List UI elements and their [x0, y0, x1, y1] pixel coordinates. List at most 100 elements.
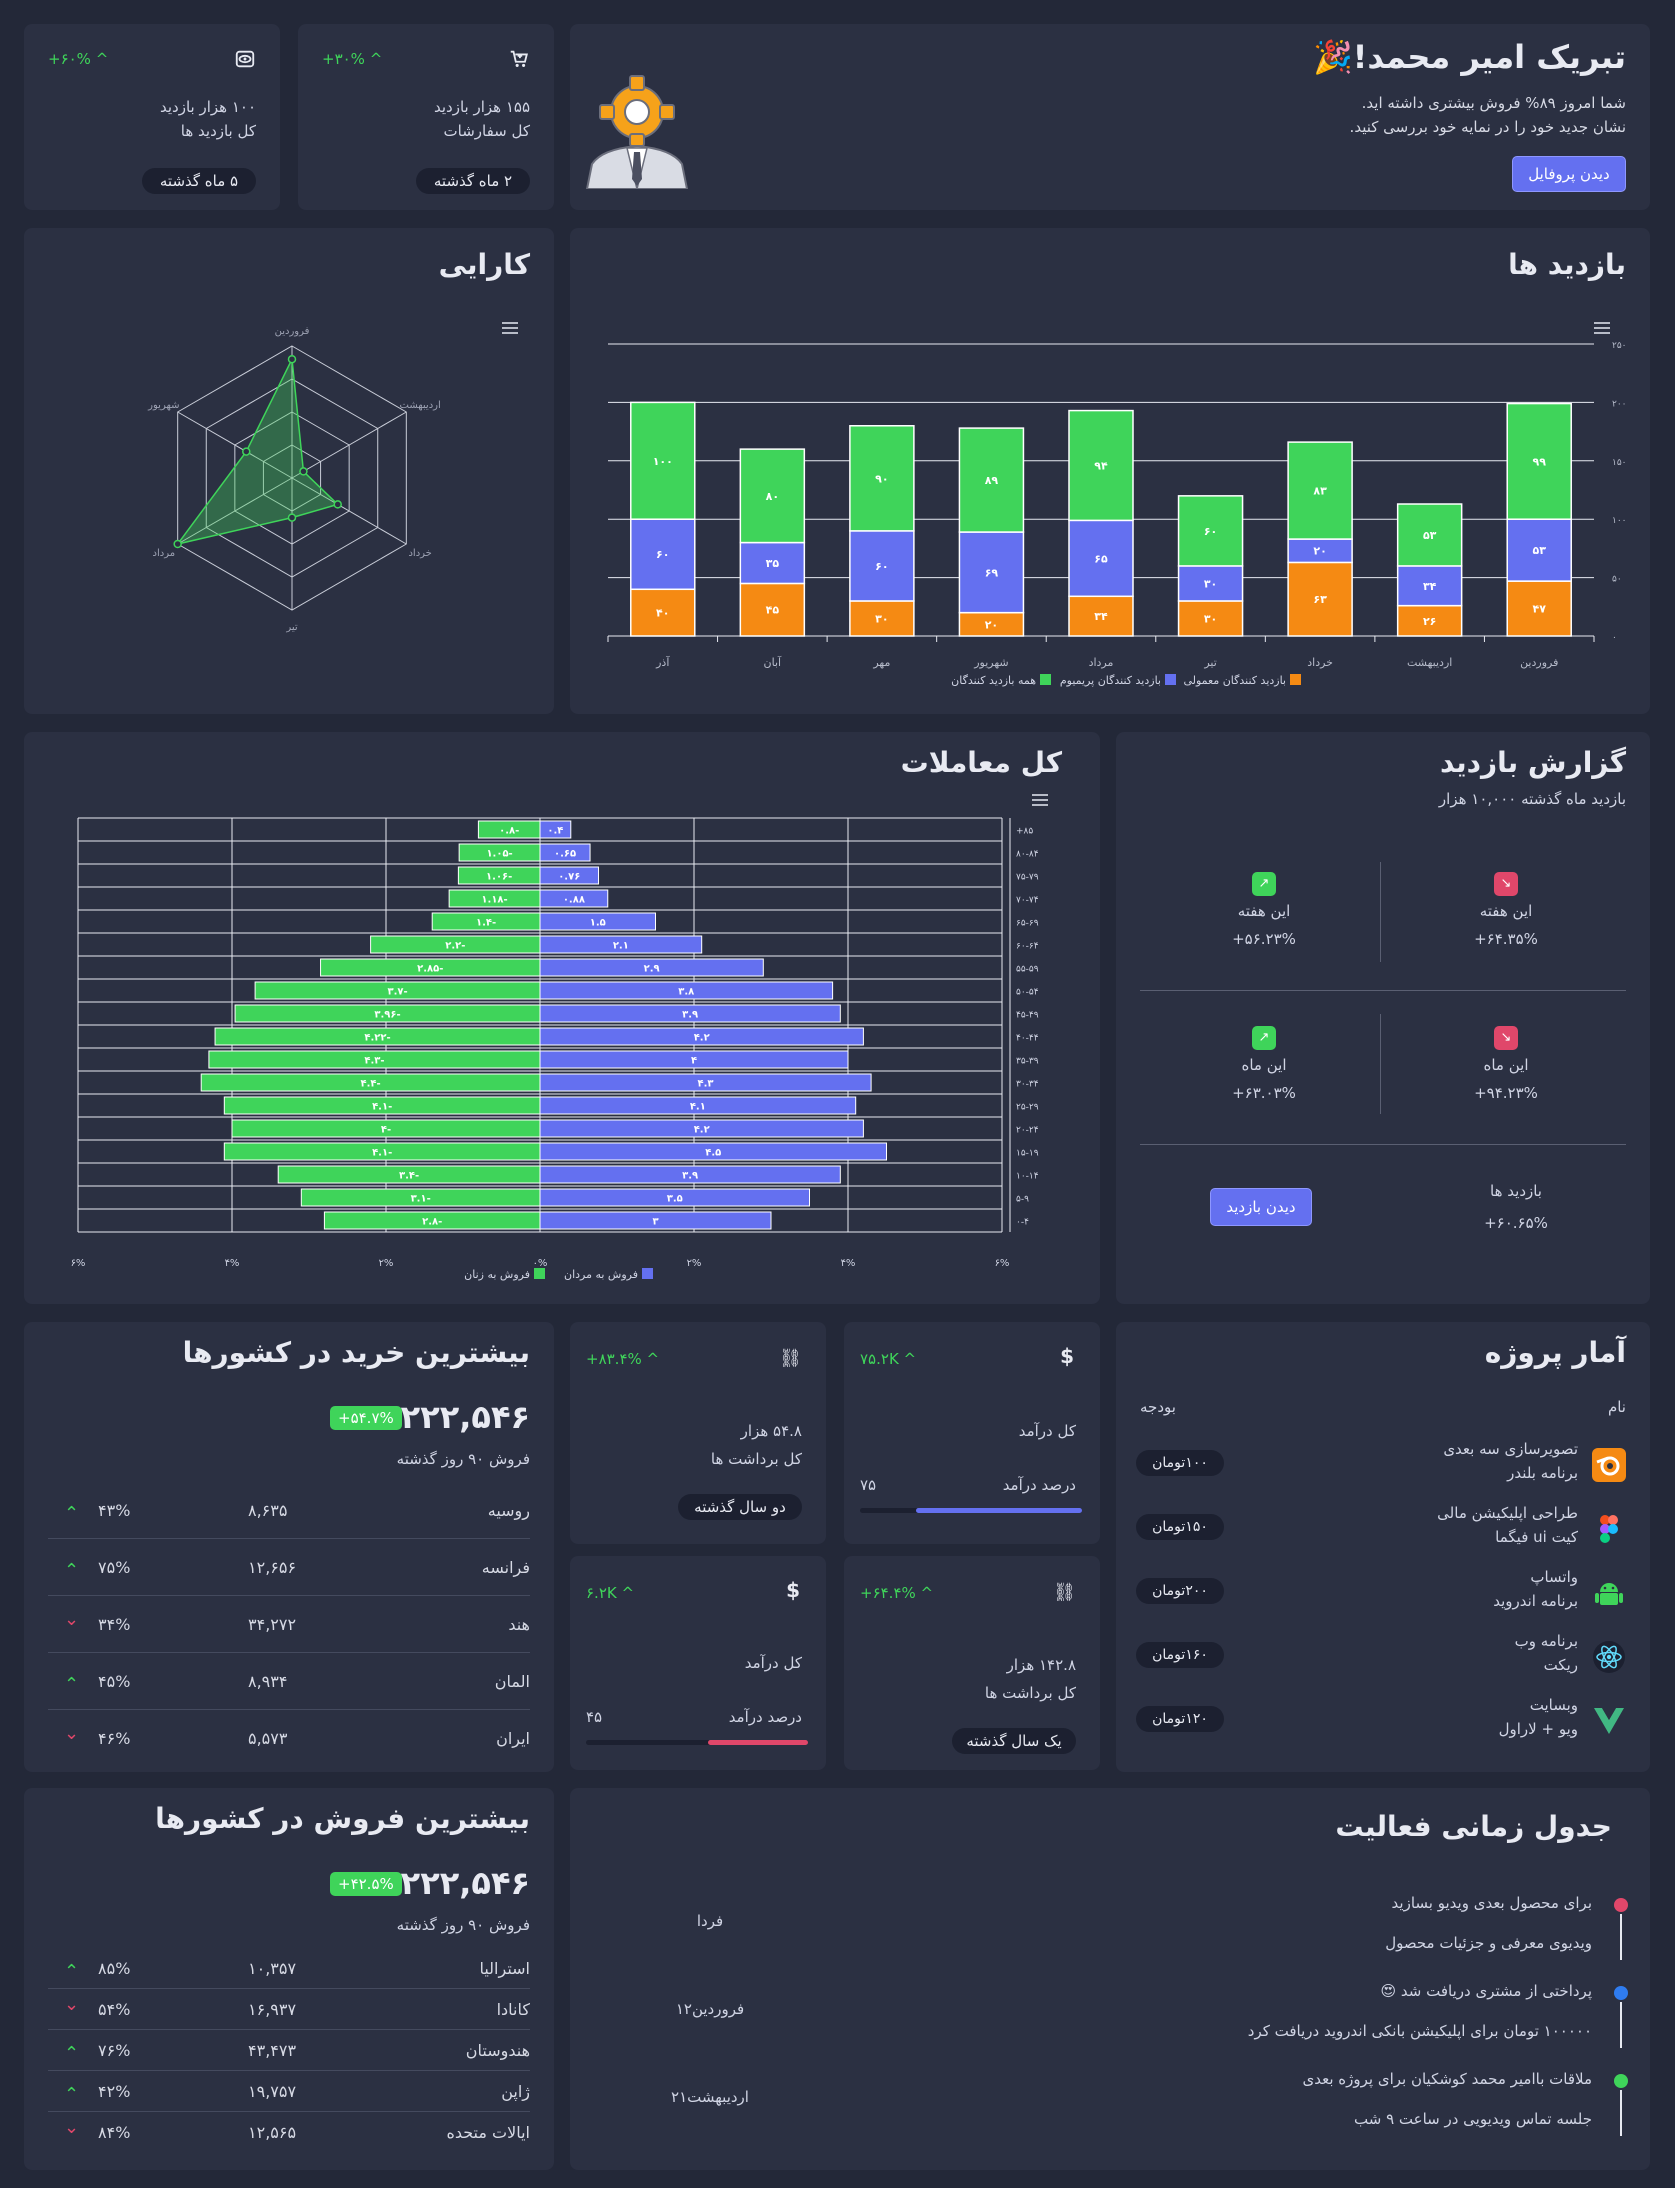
visits-bar-label: ۸۰	[766, 490, 779, 503]
visits-bar-segment	[849, 530, 915, 602]
trans-y-label: ۵۵-۵۹	[1016, 965, 1039, 975]
country-value: ۸,۶۳۵	[248, 1501, 288, 1520]
visits-menu-icon[interactable]	[1594, 322, 1610, 334]
visits-bar-label: ۵۳	[1423, 529, 1437, 542]
transactions-menu-icon[interactable]	[1032, 794, 1048, 806]
project-subtitle: کیت ui فیگما	[1495, 1528, 1578, 1546]
report-subtitle: بازدید ماه گذشته ۱۰,۰۰۰ هزار	[1438, 790, 1626, 808]
country-row: ایالات متحده ۱۲,۵۶۵ ۸۴% ⌄	[48, 2112, 530, 2153]
radar-category-label: مرداد	[153, 548, 176, 559]
stat-orders-label: کل سفارشات	[443, 122, 531, 140]
country-name: هند	[508, 1615, 530, 1634]
country-value: ۵,۵۷۳	[248, 1729, 288, 1748]
timeline-item-title: پرداختی از مشتری دریافت شد 😍	[1380, 1982, 1592, 2000]
country-value: ۴۳,۴۷۳	[248, 2041, 297, 2060]
trans-bar	[539, 843, 591, 862]
trans-x-tick: ۲%	[687, 1258, 702, 1269]
visits-legend-swatch	[1040, 674, 1051, 685]
country-percent: ۴۲%	[98, 2082, 131, 2101]
projects-col-budget: بودجه	[1140, 1398, 1176, 1416]
trans-bar-label: ۱.۴-	[476, 918, 496, 929]
activity-timeline-card: جدول زمانی فعالیت برای محصول بعدی ویدیو …	[570, 1788, 1650, 2170]
trans-y-label: +۸۵	[1016, 827, 1033, 837]
visits-x-label: فروردین	[1520, 656, 1558, 669]
visits-x-label: آذر	[655, 655, 670, 669]
trans-bar-label: ۴.۲	[694, 1125, 710, 1136]
trans-bar	[539, 889, 609, 908]
project-budget: ۲۰۰تومان	[1136, 1578, 1224, 1604]
view-visits-button[interactable]: دیدن بازدید	[1210, 1188, 1312, 1226]
welcome-title: تبریک امیر محمد!🎉	[1312, 38, 1626, 76]
trend-up-icon: ↗	[1252, 872, 1276, 896]
trans-bar-label: ۲.۹	[644, 964, 660, 975]
dollar-icon: $	[1060, 1344, 1074, 1368]
visits-bar-label: ۶۰	[1204, 525, 1217, 538]
project-budget: ۱۰۰تومان	[1136, 1450, 1224, 1476]
trans-bar-label: ۳.۴-	[399, 1171, 419, 1182]
country-percent: ۷۶%	[98, 2041, 131, 2060]
visits-y-tick: ۱۵۰	[1612, 458, 1627, 468]
view-profile-button[interactable]: دیدن پروفایل	[1512, 156, 1626, 192]
visits-bar-label: ۴۰	[656, 607, 669, 620]
stat-orders-change: +۳۰% ^	[322, 50, 383, 68]
visits-bar-segment	[1068, 595, 1134, 637]
visits-bar-segment	[1068, 409, 1134, 522]
visits-bar-segment	[1068, 519, 1134, 598]
trans-bar	[539, 1004, 841, 1023]
timeline-item-date: فردا	[696, 1912, 724, 1930]
projects-title: آمار پروژه	[1484, 1336, 1626, 1369]
visits-bar-segment	[1287, 561, 1353, 637]
trans-legend-label: فروش به مردان	[564, 1268, 638, 1281]
mini2-progress-track	[860, 1508, 1082, 1513]
trans-bar	[539, 1050, 849, 1069]
country-value: ۱۲,۵۶۵	[248, 2123, 297, 2142]
trans-y-label: ۷۰-۷۴	[1016, 896, 1039, 906]
mini3-sub: درصد درآمد	[728, 1708, 802, 1726]
country-row: استرالیا ۱۰,۳۵۷ ۸۵% ⌃	[48, 1948, 530, 1989]
figma-icon	[1592, 1512, 1626, 1546]
mini2-change: ۷۵.۲K ^	[860, 1350, 917, 1368]
visits-bar-segment	[630, 518, 696, 591]
buy-title: بیشترین خرید در کشورها	[182, 1336, 530, 1369]
visits-bar-label: ۶۰	[656, 548, 669, 561]
react-icon	[1592, 1640, 1626, 1674]
report-divider-h1	[1140, 990, 1626, 991]
trans-bar	[539, 1096, 857, 1115]
trans-bar	[539, 958, 764, 977]
mini3-progress-track	[586, 1740, 808, 1745]
visits-bar-label: ۶۹	[985, 566, 999, 579]
trans-x-tick: ۴%	[225, 1258, 240, 1269]
visits-x-label: خرداد	[1307, 656, 1333, 669]
timeline-title: جدول زمانی فعالیت	[1335, 1810, 1612, 1843]
trans-y-label: ۸۰-۸۴	[1016, 850, 1039, 860]
mini1-value: ۵۴.۸ هزار	[740, 1422, 802, 1440]
mini2-sub: درصد درآمد	[1002, 1476, 1076, 1494]
country-name: فرانسه	[481, 1558, 530, 1577]
performance-card: کارایی فروردین اردیبهشت خرداد تیر مرداد شهریو…	[24, 228, 554, 714]
radar-category-label: اردیبهشت	[400, 400, 441, 411]
trans-bar	[539, 912, 656, 931]
trans-y-label: ۳۰-۳۴	[1016, 1080, 1039, 1090]
trans-bar	[539, 1142, 887, 1161]
visits-bar-segment	[1177, 565, 1244, 602]
transactions-bar-chart: ۶% ۴% ۲% ۰% ۲% ۴% ۶% ۰.۸- ۰.۴ +۸۵ ۱.۰۵- ۰.۶۵ ۸۰-۸۴ ۱.…	[71, 817, 1039, 1281]
mini1-period: دو سال گذشته	[678, 1494, 802, 1520]
stat-card-orders: +۳۰% ^ ۱۵۵ هزار بازدید کل سفارشات ۲ ماه …	[298, 24, 554, 210]
performance-radar-chart: فروردین اردیبهشت خرداد تیر مرداد شهریور	[147, 326, 441, 633]
cart-icon	[508, 48, 530, 70]
trend-down-icon: ↘	[1494, 1026, 1518, 1050]
project-stats-card: آمار پروژه نام بودجه تصویرسازی سه بعدی بر…	[1116, 1322, 1650, 1772]
chevron-up-icon: ⌃	[64, 2084, 80, 2105]
visits-bar-segment	[1287, 441, 1353, 540]
trans-bar-label: ۱.۰۶-	[486, 872, 512, 883]
visits-y-tick: ۱۰۰	[1612, 516, 1627, 526]
trans-bar	[539, 1027, 864, 1046]
report-cell-label: این ماه	[1241, 1056, 1287, 1074]
project-budget: ۱۵۰تومان	[1136, 1514, 1224, 1540]
mini4-change: +۶۴.۴% ^	[860, 1584, 934, 1602]
vue-icon	[1592, 1704, 1626, 1738]
radar-point	[299, 467, 308, 476]
trans-bar	[539, 1073, 872, 1092]
country-row: هند ۳۴,۲۷۲ ۳۴% ⌄	[48, 1596, 530, 1653]
performance-menu-icon[interactable]	[502, 322, 518, 334]
